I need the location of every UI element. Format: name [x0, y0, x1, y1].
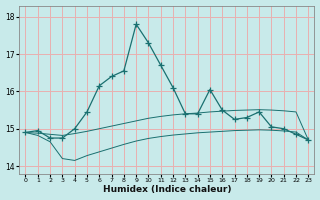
X-axis label: Humidex (Indice chaleur): Humidex (Indice chaleur)	[103, 185, 231, 194]
